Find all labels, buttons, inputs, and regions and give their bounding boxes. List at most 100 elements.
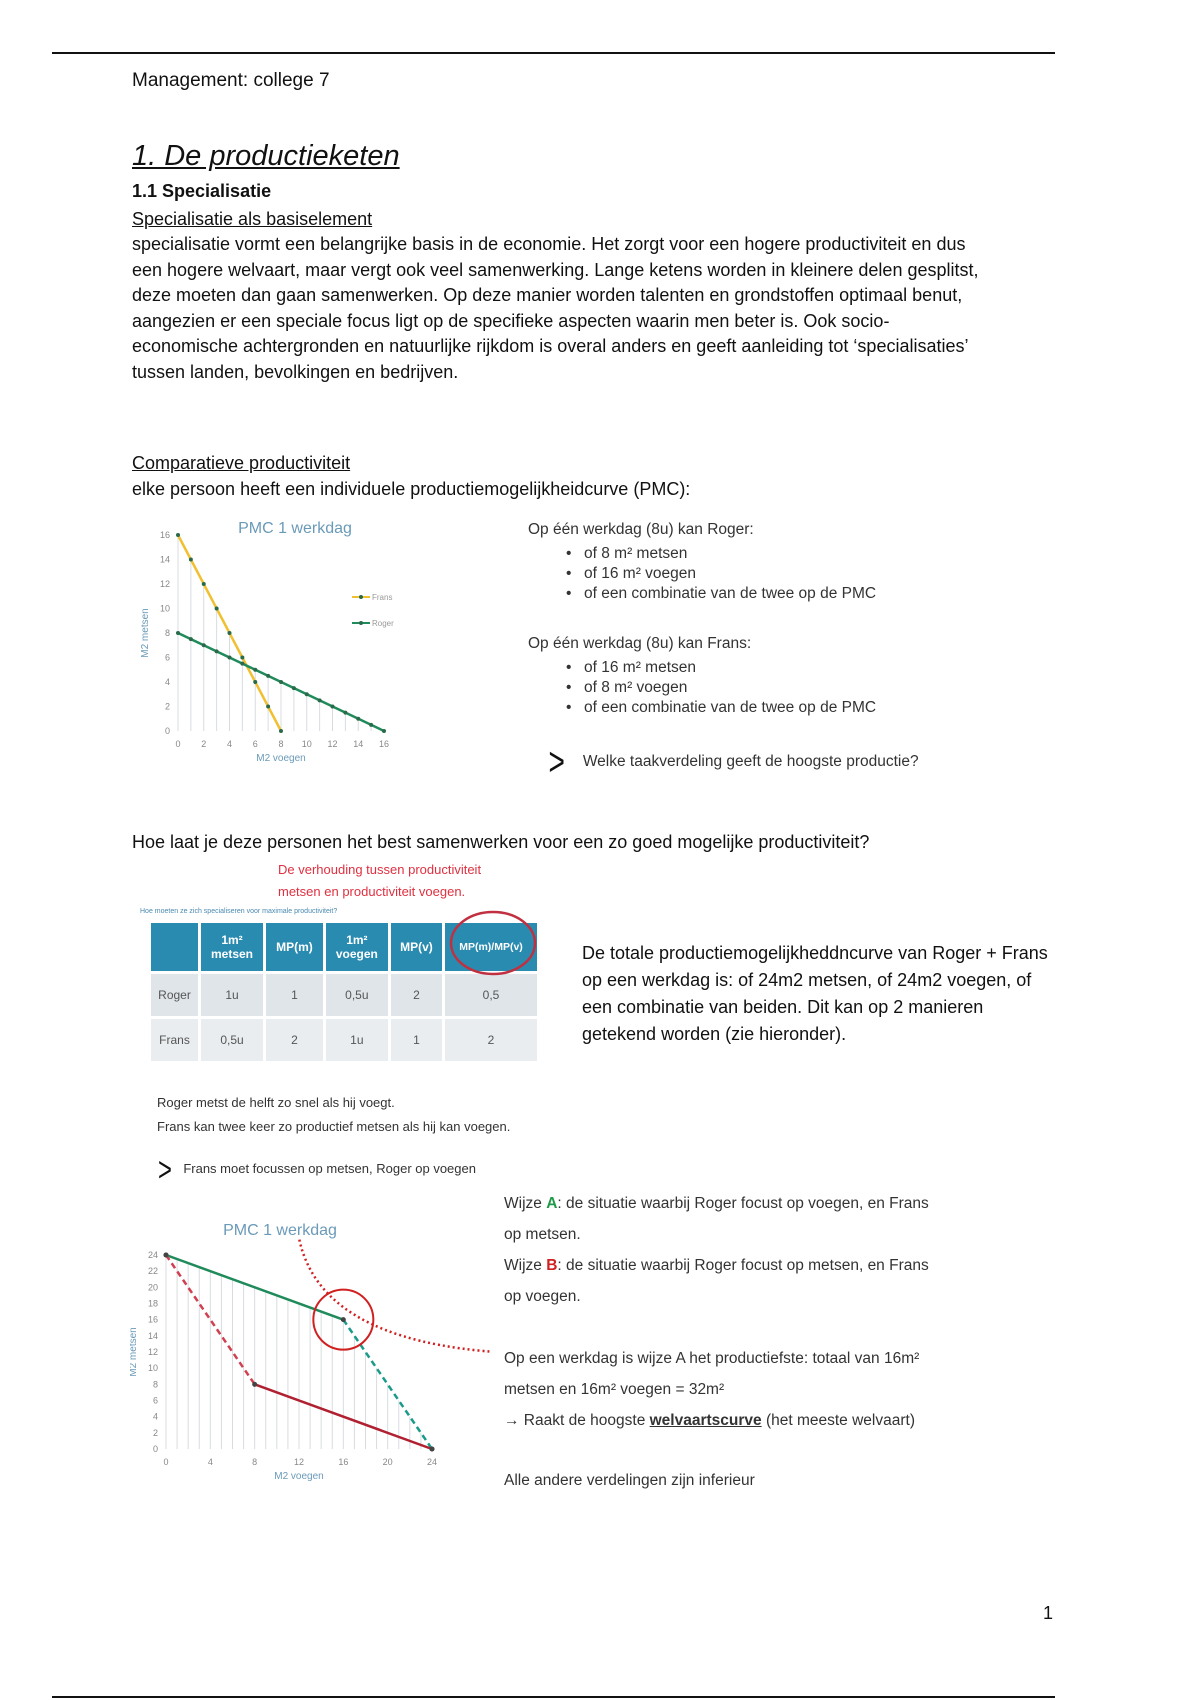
x-tick-label: 16 xyxy=(338,1457,348,1467)
inferior-text: Alle andere verdelingen zijn inferieur xyxy=(504,1472,755,1489)
table-cell: 2 xyxy=(442,1016,540,1064)
y-tick-label: 14 xyxy=(148,1331,158,1341)
top-rule xyxy=(52,52,1055,54)
frans-item: of 8 m² voegen xyxy=(566,678,876,698)
x-tick-label: 8 xyxy=(252,1457,257,1467)
y-tick-label: 22 xyxy=(148,1266,158,1276)
x-tick-label: 14 xyxy=(353,739,363,749)
wijze-result: Op een werkdag is wijze A het productief… xyxy=(504,1350,920,1398)
roger-title: Op één werkdag (8u) kan Roger: xyxy=(528,521,754,538)
roger-block: Op één werkdag (8u) kan Roger: of 8 m² m… xyxy=(528,520,876,604)
header-title: Management: college 7 xyxy=(132,70,330,91)
bottom-rule xyxy=(52,1696,1055,1698)
y-tick-label: 12 xyxy=(148,1347,158,1357)
table-cell: 0,5u xyxy=(322,971,391,1019)
y-tick-label: 20 xyxy=(148,1282,158,1292)
data-point xyxy=(240,661,245,666)
y-tick-label: 4 xyxy=(153,1412,158,1422)
data-point xyxy=(343,710,348,715)
conclusion-text: Frans moet focussen op metsen, Roger op … xyxy=(183,1161,476,1176)
data-point xyxy=(253,667,258,672)
red-note-1: De verhouding tussen productiviteit xyxy=(278,862,482,877)
welvaart-line: → Raakt de hoogste welvaartscurve (het m… xyxy=(504,1405,944,1436)
table-header: MP(v) xyxy=(387,920,446,974)
series-line-a-segment xyxy=(342,1318,434,1450)
section-subtitle: 1.1 Specialisatie xyxy=(132,181,272,201)
table-row: Frans 0,5u 2 1u 1 2 xyxy=(148,1016,540,1064)
y-tick-label: 8 xyxy=(153,1379,158,1389)
table-cell: 1u xyxy=(198,971,266,1019)
legend-marker xyxy=(359,595,363,599)
data-point xyxy=(201,582,206,586)
y-tick-label: 6 xyxy=(165,653,170,663)
data-point xyxy=(188,637,193,642)
x-tick-label: 0 xyxy=(175,739,180,749)
comparatief-heading: Comparatieve productiviteit xyxy=(132,453,351,473)
chevron-right-icon: > xyxy=(157,1151,172,1189)
table-cell: Frans xyxy=(148,1016,201,1064)
data-point xyxy=(266,704,271,709)
table-header: MP(m) xyxy=(263,920,326,974)
data-point xyxy=(291,686,296,691)
table-cell: 0,5u xyxy=(198,1016,266,1064)
y-tick-label: 12 xyxy=(160,579,170,589)
wijze-a-letter: A xyxy=(546,1195,558,1212)
series-line-b-segment xyxy=(254,1383,433,1451)
data-point xyxy=(176,631,180,635)
wijze-b-prefix: Wijze xyxy=(504,1257,547,1274)
comparatief-intro: elke persoon heeft een individuele produ… xyxy=(132,479,691,499)
y-tick-label: 10 xyxy=(160,604,170,614)
data-point xyxy=(176,533,180,537)
data-point xyxy=(304,692,309,697)
y-tick-label: 2 xyxy=(153,1428,158,1438)
y-tick-label: 8 xyxy=(165,628,170,638)
page-number: 1 xyxy=(1043,1603,1054,1623)
x-tick-label: 4 xyxy=(227,739,232,749)
x-tick-label: 10 xyxy=(302,739,312,749)
x-tick-label: 12 xyxy=(294,1457,304,1467)
welvaart-prefix: → Raakt de hoogste xyxy=(504,1412,650,1429)
data-point xyxy=(317,698,322,703)
data-point xyxy=(188,557,193,562)
data-point xyxy=(330,704,335,709)
x-tick-label: 8 xyxy=(278,739,283,749)
wijze-a: Wijze A: de situatie waarbij Roger focus… xyxy=(504,1188,944,1250)
data-point xyxy=(201,643,206,648)
x-axis-label: M2 voegen xyxy=(274,1471,323,1482)
wijze-b: Wijze B: de situatie waarbij Roger focus… xyxy=(504,1250,944,1312)
chart-title: PMC 1 werkdag xyxy=(223,1222,337,1239)
wijze-b-letter: B xyxy=(546,1257,558,1274)
roger-item: of 8 m² metsen xyxy=(566,544,876,564)
frans-item: of 16 m² metsen xyxy=(566,658,876,678)
data-point xyxy=(356,716,361,721)
welvaartscurve-link[interactable]: welvaartscurve xyxy=(649,1412,762,1429)
productivity-table: 1m² metsen MP(m) 1m² voegen MP(v) MP(m)/… xyxy=(148,920,540,1064)
taakverdeling-question: Welke taakverdeling geeft de hoogste pro… xyxy=(582,753,919,770)
x-tick-label: 2 xyxy=(201,739,206,749)
table-cell: 2 xyxy=(263,1016,326,1064)
data-point xyxy=(266,673,271,678)
chevron-right-icon: > xyxy=(548,740,565,784)
table-cell: 0,5 xyxy=(442,971,540,1019)
data-point xyxy=(214,649,219,654)
series-line-a-segment xyxy=(165,1253,344,1321)
question-row: > Welke taakverdeling geeft de hoogste p… xyxy=(545,740,919,784)
table-cell: 1u xyxy=(322,1016,391,1064)
data-point xyxy=(214,606,219,611)
pmc-chart-individual: PMC 1 werkdag 0 2 4 6 8 10 12 14 16 0 2 4 6 8 10 12 14 16 M… xyxy=(140,520,394,764)
wijze-a-prefix: Wijze xyxy=(504,1195,547,1212)
x-tick-label: 4 xyxy=(208,1457,213,1467)
table-cell: 1 xyxy=(387,1016,446,1064)
wijze-a-text: : de situatie waarbij Roger focust op vo… xyxy=(504,1195,929,1243)
table-cell: 1 xyxy=(263,971,326,1019)
frans-block: Op één werkdag (8u) kan Frans: of 16 m² … xyxy=(528,634,876,718)
x-tick-label: 20 xyxy=(383,1457,393,1467)
section-title: 1. De productieketen xyxy=(132,140,400,172)
data-point xyxy=(227,631,232,635)
specialisatie-body: specialisatie vormt een belangrijke basi… xyxy=(132,234,979,382)
y-tick-label: 10 xyxy=(148,1363,158,1373)
y-tick-label: 16 xyxy=(160,530,170,540)
y-tick-label: 6 xyxy=(153,1396,158,1406)
x-tick-label: 24 xyxy=(427,1457,437,1467)
